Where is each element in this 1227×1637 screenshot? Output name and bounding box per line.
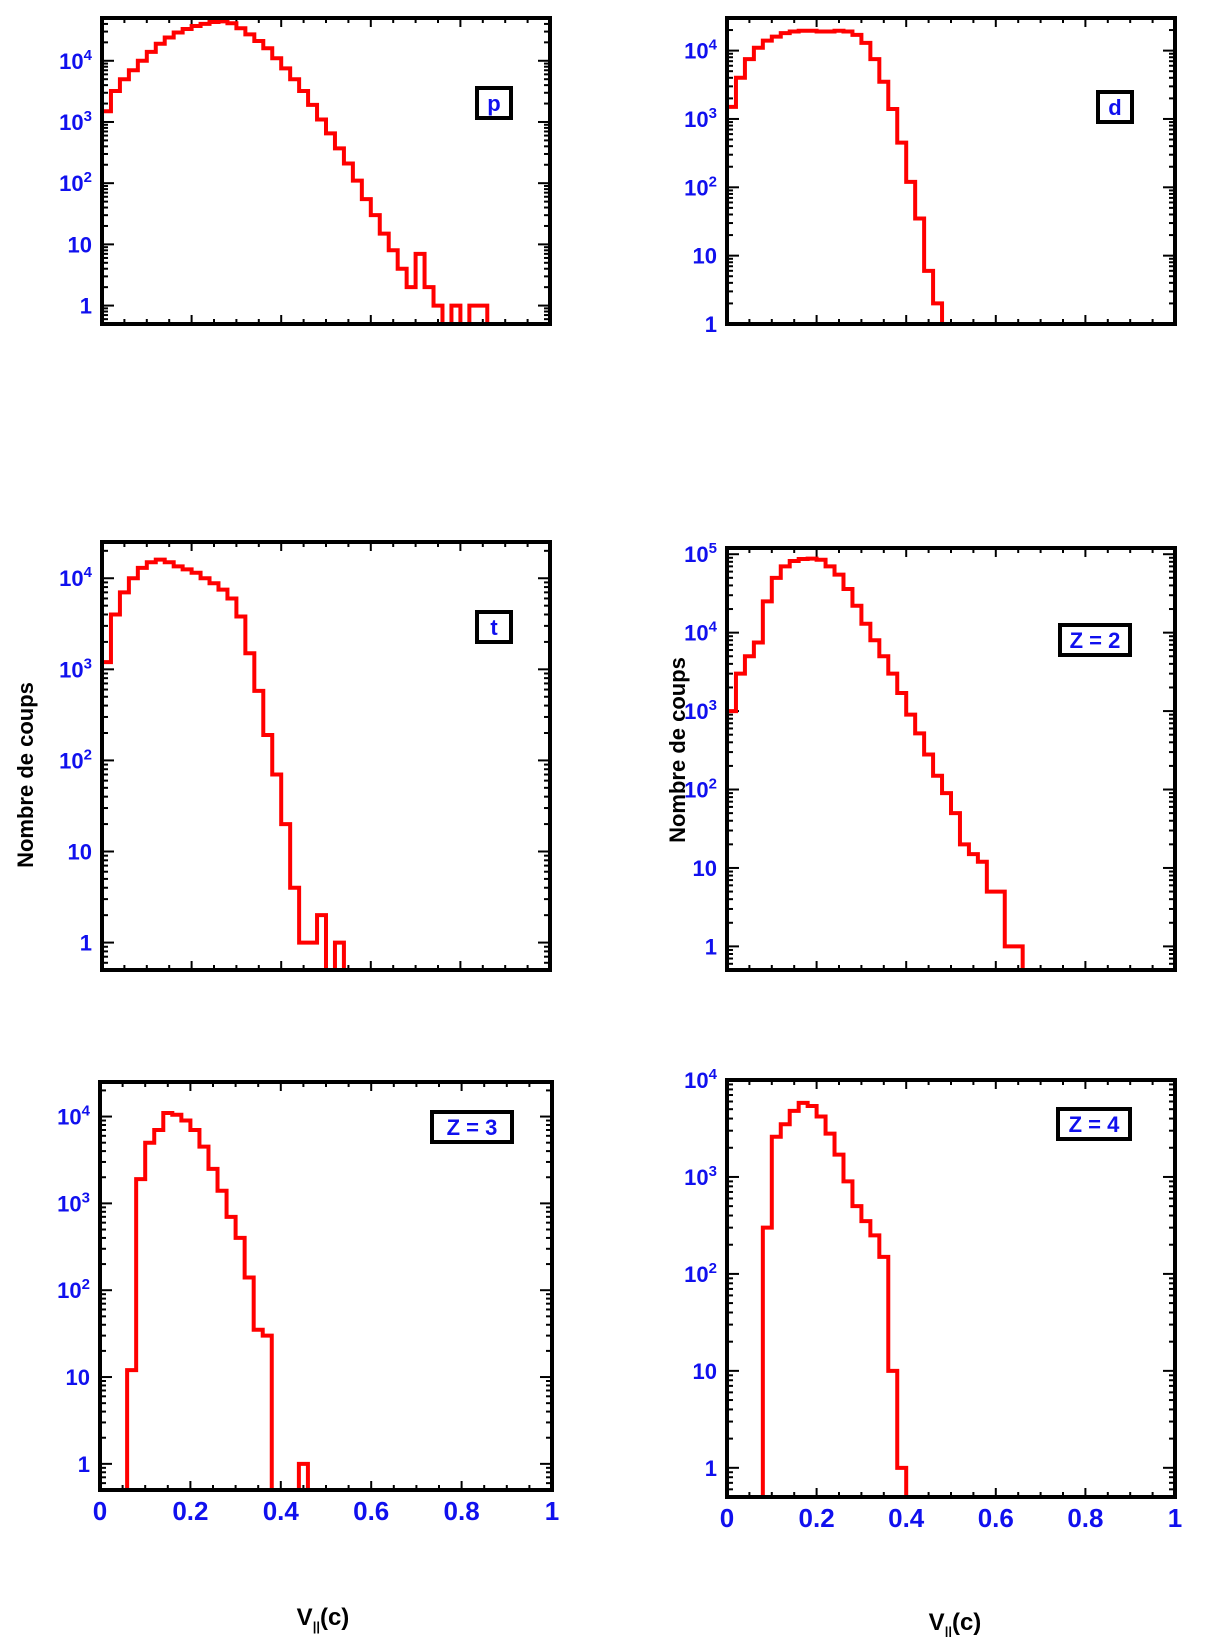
panel-label: Z = 2	[1070, 628, 1121, 653]
panel-label: d	[1108, 95, 1121, 120]
histogram-panel: 1 10 102 103 104 p	[59, 16, 552, 326]
y-tick-label: 1	[80, 931, 92, 956]
y-tick-label: 10	[693, 1359, 717, 1384]
x-tick-label: 0	[720, 1503, 734, 1533]
x-axis-title-left-unit: (c)	[320, 1604, 349, 1631]
histogram-panel: 1 10 102 103 104 0 0.2 0.4 0.6 0.8 1 Z = 3	[57, 1080, 559, 1526]
plot-frame	[100, 16, 552, 326]
x-tick-label: 0.8	[444, 1496, 480, 1526]
y-tick-label: 104	[684, 1066, 717, 1093]
y-tick-label: 103	[59, 108, 92, 135]
x-axis-title-left: V||(c)	[297, 1604, 350, 1634]
x-axis-title-left-main: V	[297, 1604, 313, 1631]
x-tick-label: 1	[1168, 1503, 1182, 1533]
y-axis-title-left: Nombre de coups	[13, 682, 38, 868]
y-tick-label: 102	[59, 746, 92, 773]
histogram-series	[100, 1110, 552, 1492]
x-axis-title-left-sub: ||	[313, 1619, 320, 1634]
panel-label: t	[490, 615, 498, 640]
y-tick-label: 10	[693, 244, 717, 269]
y-tick-label: 1	[705, 1456, 717, 1481]
y-tick-label: 1	[78, 1452, 90, 1477]
x-tick-label: 0.6	[978, 1503, 1014, 1533]
x-tick-label: 1	[545, 1496, 559, 1526]
y-tick-label: 10	[66, 1365, 90, 1390]
y-tick-label: 102	[57, 1276, 90, 1303]
y-tick-label: 102	[684, 776, 717, 803]
y-tick-label: 105	[684, 540, 717, 567]
x-axis-title-right: V||(c)	[929, 1609, 982, 1637]
y-tick-label: 104	[684, 619, 717, 646]
x-axis-title-right-unit: (c)	[952, 1609, 981, 1636]
y-tick-label: 1	[705, 934, 717, 959]
y-tick-label: 1	[705, 312, 717, 337]
y-tick-label: 103	[684, 105, 717, 132]
panel-label-box	[430, 1110, 514, 1144]
y-tick-label: 102	[684, 173, 717, 200]
y-tick-label: 103	[57, 1189, 90, 1216]
panel-label: Z = 4	[1069, 1112, 1121, 1137]
x-tick-label: 0.8	[1067, 1503, 1103, 1533]
panel-label-box	[1058, 623, 1132, 657]
panel-label-box	[475, 610, 513, 644]
plot-frame	[725, 546, 1177, 972]
y-tick-label: 104	[684, 37, 717, 64]
plot-frame	[725, 1078, 1177, 1499]
y-tick-label: 103	[59, 655, 92, 682]
histogram-series	[725, 556, 1175, 972]
y-tick-label: 104	[57, 1103, 90, 1130]
histogram-panel: 1 10 102 103 104 105 Z = 2	[684, 540, 1177, 972]
histogram-panel: 1 10 102 103 104 t	[59, 540, 552, 972]
panel-label: Z = 3	[447, 1115, 498, 1140]
y-tick-label: 10	[693, 856, 717, 881]
y-tick-label: 104	[59, 564, 92, 591]
y-axis-title-right: Nombre de coups	[665, 657, 690, 843]
histogram-panel: 1 10 102 103 104 d	[684, 16, 1177, 337]
panel-label-box	[1056, 1107, 1132, 1141]
panel-label-box	[475, 86, 513, 120]
panel-label-box	[1096, 90, 1134, 124]
y-tick-label: 103	[684, 1163, 717, 1190]
x-tick-label: 0.4	[263, 1496, 300, 1526]
panel-label: p	[487, 91, 500, 116]
y-tick-label: 102	[684, 1260, 717, 1287]
x-tick-label: 0.2	[799, 1503, 835, 1533]
x-axis-title-right-main: V	[929, 1609, 945, 1636]
x-tick-label: 0.2	[172, 1496, 208, 1526]
histogram-series	[100, 19, 550, 326]
y-tick-label: 104	[59, 47, 92, 74]
plot-frame	[725, 16, 1177, 326]
histogram-panel: 1 10 102 103 104 0 0.2 0.4 0.6 0.8 1 Z = 4	[684, 1066, 1182, 1533]
plot-frame	[98, 1080, 554, 1492]
y-tick-label: 103	[684, 697, 717, 724]
x-tick-label: 0	[93, 1496, 107, 1526]
x-tick-label: 0.4	[888, 1503, 925, 1533]
y-tick-label: 102	[59, 169, 92, 196]
x-tick-label: 0.6	[353, 1496, 389, 1526]
plot-frame	[100, 540, 552, 972]
histogram-series	[725, 28, 1175, 326]
histogram-series	[727, 1100, 1175, 1499]
x-axis-title-right-sub: ||	[945, 1624, 952, 1637]
y-tick-label: 10	[68, 232, 92, 257]
y-tick-label: 1	[80, 294, 92, 319]
y-tick-label: 10	[68, 839, 92, 864]
